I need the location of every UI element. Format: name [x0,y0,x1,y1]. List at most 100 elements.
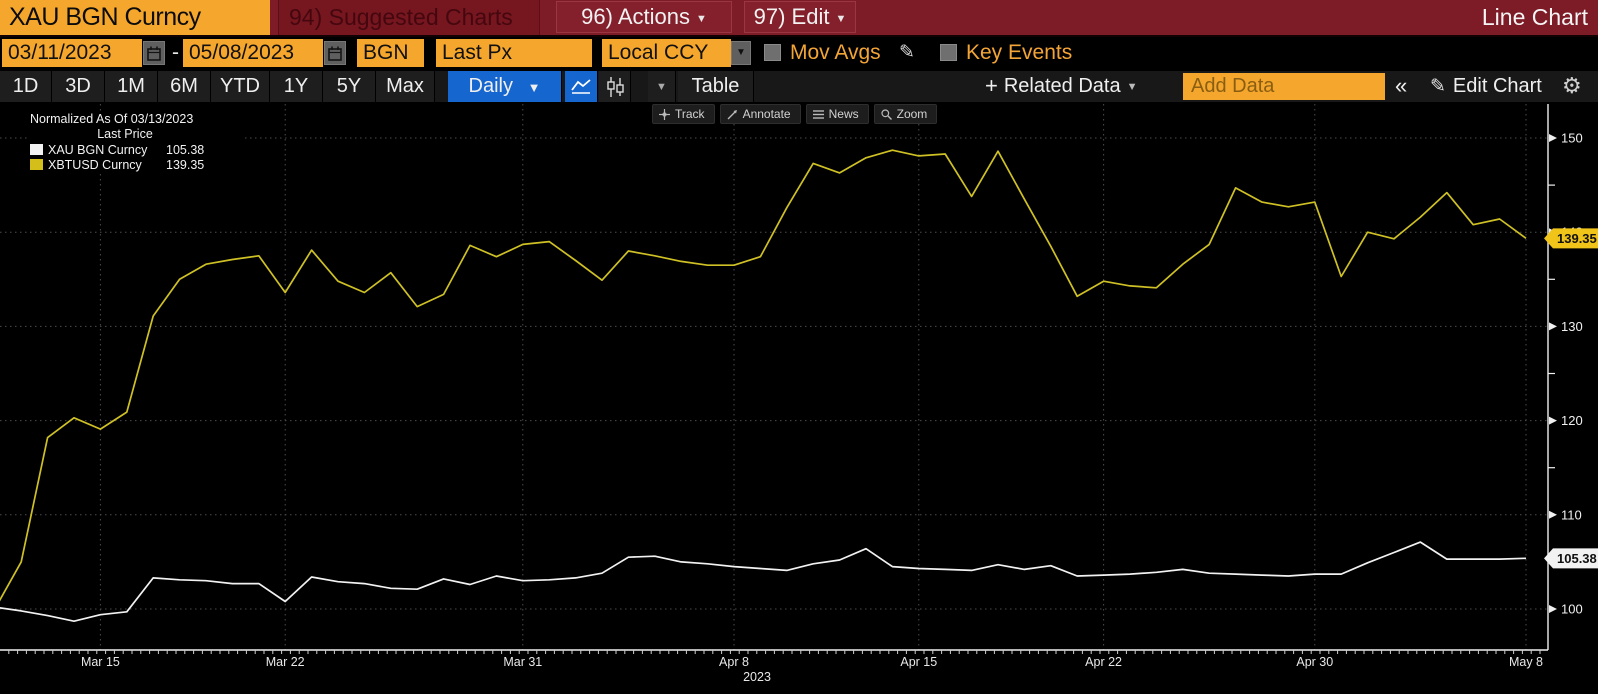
range-button-3d[interactable]: 3D [52,71,105,102]
zoom-label: Zoom [896,107,928,121]
currency-selector[interactable]: Local CCY [602,39,731,67]
add-data-input[interactable] [1183,73,1385,100]
x-tick-label-Apr-30: Apr 30 [1296,655,1333,669]
zoom-button[interactable]: Zoom [873,104,938,124]
range-button-1m[interactable]: 1M [105,71,158,102]
xau-last-price: 105.38 [166,142,205,157]
x-tick-label-Mar-15: Mar 15 [81,655,120,669]
pricing-source-field[interactable]: BGN [357,39,424,67]
range-button-max[interactable]: Max [376,71,435,102]
key-events-checkbox[interactable] [940,44,957,61]
x-tick-label-Apr-22: Apr 22 [1085,655,1122,669]
pencil-icon[interactable]: ✎ [899,42,915,63]
legend-column-header: Last Price [97,127,153,141]
x-tick-label-Mar-31: Mar 31 [503,655,542,669]
annotate-label: Annotate [742,107,791,121]
x-tick-label-Mar-22: Mar 22 [266,655,305,669]
range-button-1d[interactable]: 1D [0,71,52,102]
mov-avgs-label: Mov Avgs [790,41,881,64]
series-line-xbtusd [0,149,1527,602]
line-chart-icon [571,78,591,94]
title-bar: XAU BGN Curncy 94) Suggested Charts 96) … [0,0,1598,37]
date-from-field[interactable] [2,39,142,67]
periodicity-selector[interactable]: Daily ▼ [448,71,562,102]
annotate-icon [727,109,737,119]
xbt-series-name: XBTUSD Curncy [48,157,142,172]
chart-toolbar: 1D 3D 1M 6M YTD 1Y 5Y Max Daily ▼ ▼ Table + Rela… [0,70,1598,103]
track-button[interactable]: Track [652,104,715,124]
range-button-1y[interactable]: 1Y [270,71,323,102]
edit-chart-button[interactable]: ✎ Edit Chart [1430,71,1542,102]
edit-chart-label: Edit Chart [1452,75,1542,97]
chart-type-dropdown[interactable]: ▼ [648,71,676,102]
x-tick-label-May-8: May 8 [1509,655,1543,669]
xbt-last-price: 139.35 [166,157,205,172]
xau-last-price-badge [1544,548,1598,569]
x-tick-label-Apr-15: Apr 15 [900,655,937,669]
plus-icon: + [985,73,998,98]
track-crosshair-icon [659,108,670,120]
candlestick-icon [606,76,624,97]
xau-color-swatch [30,144,43,155]
y-tick-arrow-110 [1549,510,1557,519]
actions-menu-label: 96) Actions [581,4,690,29]
table-button[interactable]: Table [678,71,754,102]
mov-avgs-checkbox[interactable] [764,44,781,61]
y-tick-label-120: 120 [1561,413,1583,428]
news-button[interactable]: News [805,104,869,124]
key-events-label: Key Events [966,41,1073,64]
normalized-note: Normalized As Of 03/13/2023 [30,112,194,126]
periodicity-label: Daily [468,75,513,97]
annotate-button[interactable]: Annotate [719,104,801,124]
y-tick-arrow-100 [1549,605,1557,613]
track-label: Track [675,107,705,121]
candlestick-chart-type-button[interactable] [599,71,631,102]
y-tick-arrow-120 [1549,416,1557,425]
collapse-panel-button[interactable]: « [1395,73,1407,98]
edit-menu-label: 97) Edit [753,4,830,29]
date-to-field[interactable] [183,39,323,67]
calendar-icon[interactable] [324,41,346,65]
chart-tools: Track Annotate News Zoom [652,104,938,124]
calendar-icon[interactable] [143,41,165,65]
y-tick-label-150: 150 [1561,131,1583,146]
news-label: News [828,107,859,121]
settings-gear-icon[interactable]: ⚙ [1562,73,1582,98]
magnifier-icon [881,108,892,120]
xau-series-name: XAU BGN Curncy [48,142,148,157]
date-range-separator: - [172,41,179,64]
legend-row-xau[interactable]: XAU BGN Curncy 105.38 [30,142,242,157]
currency-dropdown-arrow[interactable]: ▼ [731,41,751,65]
chevron-down-icon: ▼ [527,80,541,95]
xbtusd-last-price-badge [1544,228,1598,249]
security-ticker-field[interactable]: XAU BGN Curncy [0,0,270,35]
related-data-button[interactable]: + Related Data ▼ [985,71,1138,102]
xau-last-price-badge-text: 105.38 [1557,551,1597,566]
chart-legend: Normalized As Of 03/13/2023 Last Price X… [30,112,242,172]
price-field-selector[interactable]: Last Px [436,39,592,67]
y-tick-arrow-150 [1549,134,1557,142]
line-chart-type-button[interactable] [565,71,598,102]
range-button-5y[interactable]: 5Y [323,71,376,102]
range-button-6m[interactable]: 6M [158,71,211,102]
edit-menu[interactable]: 97) Edit ▼ [744,1,856,33]
x-tick-label-Apr-8: Apr 8 [719,655,749,669]
legend-row-xbt[interactable]: XBTUSD Curncy 139.35 [30,157,242,172]
x-axis-year-label: 2023 [743,670,771,684]
y-tick-arrow-130 [1549,322,1557,331]
chevron-down-icon: ▼ [695,13,707,25]
y-tick-label-110: 110 [1561,507,1582,522]
pencil-icon: ✎ [1430,76,1446,97]
suggested-charts-menu[interactable]: 94) Suggested Charts [278,0,540,35]
news-icon [812,109,824,119]
xbtusd-last-price-badge-text: 139.35 [1557,231,1597,246]
chart-settings-bar: - BGN Last Px Local CCY ▼ Mov Avgs ✎ Key… [0,37,1598,70]
series-line-xau [0,541,1527,623]
xbt-color-swatch [30,159,43,170]
view-title: Line Chart [1481,4,1588,30]
range-button-ytd[interactable]: YTD [211,71,270,102]
y-tick-label-100: 100 [1561,602,1583,617]
actions-menu[interactable]: 96) Actions ▼ [556,1,732,33]
